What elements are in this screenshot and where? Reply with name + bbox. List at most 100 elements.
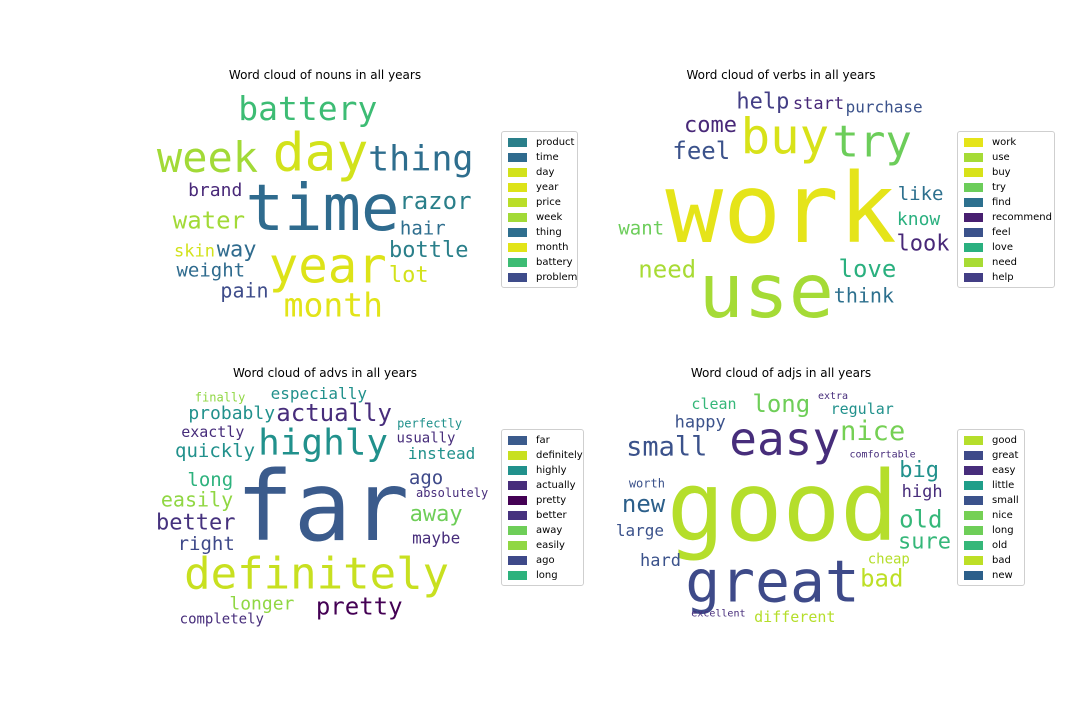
cloud-word: excellent: [691, 609, 745, 620]
legend-swatch: [508, 451, 527, 460]
legend-adjs: good great easy little small nice long old bad ne…: [957, 429, 1025, 586]
legend-swatch: [508, 228, 527, 237]
legend-label: highly: [536, 465, 567, 476]
legend-label: love: [992, 242, 1013, 253]
wordcloud-adjs: good great easy small nice long old bad new big su…: [610, 383, 955, 631]
wordcloud-verbs: work use buy try feel love need help come look thi…: [610, 85, 952, 334]
legend-item: year: [508, 180, 571, 195]
cloud-word: thing: [368, 140, 473, 180]
legend-label: away: [536, 525, 563, 536]
legend-label: long: [536, 570, 558, 581]
cloud-word: know: [897, 209, 941, 230]
cloud-word: probably: [188, 403, 275, 424]
legend-label: small: [992, 495, 1019, 506]
legend-label: new: [992, 570, 1013, 581]
cloud-word: happy: [675, 412, 726, 432]
cloud-word: year: [269, 237, 387, 294]
cloud-word: small: [626, 431, 707, 462]
cloud-word: feel: [672, 137, 730, 165]
legend-swatch: [964, 138, 983, 147]
legend-label: little: [992, 480, 1015, 491]
cloud-word: completely: [180, 612, 264, 628]
cloud-word: way: [217, 237, 257, 262]
cloud-word: long: [752, 390, 810, 418]
legend-label: battery: [536, 257, 573, 268]
cloud-word: large: [616, 521, 664, 540]
legend-item: problem: [508, 270, 577, 285]
cloud-word: pain: [220, 279, 268, 303]
legend-item: price: [508, 195, 571, 210]
cloud-word: think: [834, 284, 894, 308]
legend-advs: far definitely highly actually pretty better a…: [501, 429, 584, 586]
cloud-word: work: [665, 153, 896, 265]
legend-swatch: [508, 481, 527, 490]
legend-item: battery: [508, 255, 573, 270]
legend-label: great: [992, 450, 1019, 461]
legend-item: product: [508, 135, 574, 150]
legend-label: easy: [992, 465, 1016, 476]
cloud-word: brand: [188, 180, 242, 201]
legend-item: easy: [964, 463, 1018, 478]
chart-title-advs: Word cloud of advs in all years: [232, 366, 418, 380]
cloud-word: buy: [741, 109, 830, 166]
legend-item: thing: [508, 225, 571, 240]
legend-verbs: work use buy try find recommend feel love need he…: [957, 131, 1055, 288]
cloud-word: use: [698, 247, 833, 333]
legend-label: price: [536, 197, 561, 208]
legend-item: nice: [964, 508, 1018, 523]
legend-item: recommend: [964, 210, 1052, 225]
cloud-word: definitely: [184, 549, 449, 600]
legend-item: pretty: [508, 493, 577, 508]
legend-swatch: [508, 213, 527, 222]
cloud-word: finally: [195, 391, 246, 405]
legend-item: bad: [964, 553, 1018, 568]
legend-item: long: [964, 523, 1018, 538]
cloud-word: ago: [409, 467, 443, 489]
legend-swatch: [964, 526, 983, 535]
legend-item: definitely: [508, 448, 583, 463]
cloud-word: new: [622, 490, 666, 518]
cloud-word: away: [410, 502, 463, 527]
cloud-word: better: [156, 511, 235, 536]
cloud-word: worth: [629, 477, 665, 491]
legend-swatch: [508, 243, 527, 252]
cloud-word: come: [684, 113, 737, 138]
legend-swatch: [964, 258, 983, 267]
legend-item: love: [964, 240, 1048, 255]
legend-swatch: [964, 511, 983, 520]
legend-label: help: [992, 272, 1014, 283]
cloud-word: bottle: [389, 238, 468, 263]
legend-label: actually: [536, 480, 576, 491]
legend-item: week: [508, 210, 571, 225]
cloud-word: razor: [399, 187, 471, 215]
cloud-word: right: [178, 533, 235, 555]
legend-label: need: [992, 257, 1017, 268]
legend-label: definitely: [536, 450, 583, 461]
legend-label: far: [536, 435, 550, 446]
cloud-word: week: [157, 133, 258, 182]
legend-label: buy: [992, 167, 1011, 178]
cloud-word: want: [618, 218, 664, 240]
cloud-word: battery: [238, 89, 377, 128]
cloud-word: highly: [258, 423, 388, 464]
legend-item: day: [508, 165, 571, 180]
cloud-word: usually: [396, 431, 455, 447]
legend-swatch: [964, 481, 983, 490]
legend-item: actually: [508, 478, 577, 493]
legend-label: easily: [536, 540, 565, 551]
legend-swatch: [964, 466, 983, 475]
legend-swatch: [508, 511, 527, 520]
legend-label: pretty: [536, 495, 567, 506]
legend-item: great: [964, 448, 1018, 463]
legend-label: find: [992, 197, 1011, 208]
cloud-word: start: [793, 94, 844, 114]
legend-label: thing: [536, 227, 562, 238]
legend-item: need: [964, 255, 1048, 270]
cloud-word: lot: [389, 263, 429, 288]
legend-swatch: [964, 183, 983, 192]
legend-item: try: [964, 180, 1048, 195]
legend-item: new: [964, 568, 1018, 583]
legend-swatch: [508, 496, 527, 505]
legend-item: better: [508, 508, 577, 523]
legend-swatch: [964, 571, 983, 580]
